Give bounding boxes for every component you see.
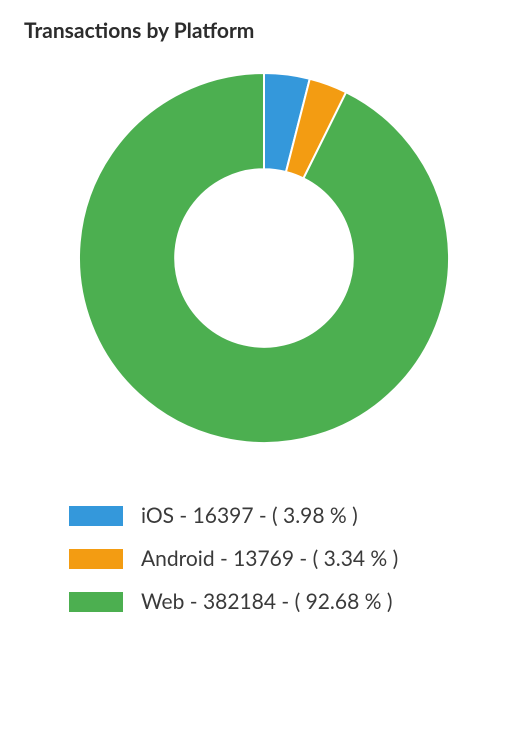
donut-container [24, 73, 503, 443]
legend-swatch-ios [69, 506, 123, 526]
legend-item-ios: iOS - 16397 - ( 3.98 % ) [69, 503, 503, 528]
donut-chart [79, 73, 449, 443]
legend-label-ios: iOS - 16397 - ( 3.98 % ) [141, 503, 358, 528]
legend-item-web: Web - 382184 - ( 92.68 % ) [69, 589, 503, 614]
legend-swatch-android [69, 549, 123, 569]
legend-item-android: Android - 13769 - ( 3.34 % ) [69, 546, 503, 571]
legend-swatch-web [69, 592, 123, 612]
chart-legend: iOS - 16397 - ( 3.98 % ) Android - 13769… [24, 503, 503, 614]
chart-title: Transactions by Platform [24, 18, 503, 43]
legend-label-web: Web - 382184 - ( 92.68 % ) [141, 589, 392, 614]
donut-slice-web [79, 73, 449, 443]
legend-label-android: Android - 13769 - ( 3.34 % ) [141, 546, 398, 571]
